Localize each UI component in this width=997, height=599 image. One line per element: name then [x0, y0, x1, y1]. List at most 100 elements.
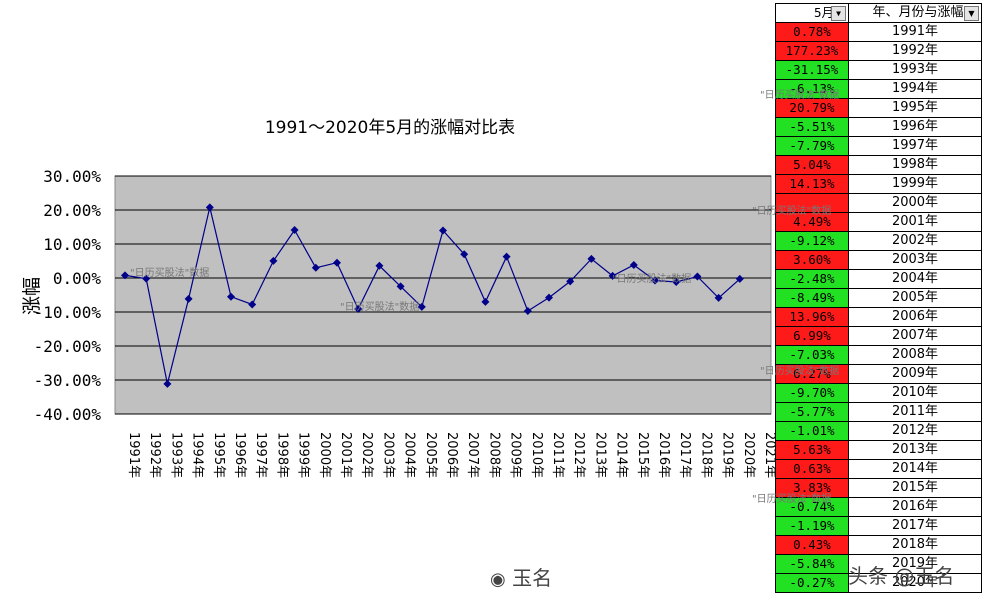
cell-value[interactable]: 0.63% [775, 459, 849, 479]
cell-value[interactable]: 14.13% [775, 174, 849, 194]
cell-value[interactable]: 5.63% [775, 440, 849, 460]
cell-year[interactable]: 2001年 [848, 212, 982, 232]
cell-year[interactable]: 2009年 [848, 364, 982, 384]
table-row: -1.19% 2017年 [775, 516, 982, 536]
column-header-month[interactable]: 5月 ▼ [775, 3, 849, 23]
x-tick-label: 2001年 [338, 432, 353, 478]
cell-year[interactable]: 2008年 [848, 345, 982, 365]
data-point [184, 294, 193, 303]
y-tick-label: -40.00% [34, 405, 102, 424]
cell-value[interactable] [775, 193, 849, 213]
cell-value[interactable]: 0.78% [775, 22, 849, 42]
cell-year[interactable]: 2013年 [848, 440, 982, 460]
data-point [735, 274, 744, 283]
cell-year[interactable]: 2007年 [848, 326, 982, 346]
cell-value[interactable]: 177.23% [775, 41, 849, 61]
cell-year[interactable]: 1993年 [848, 60, 982, 80]
x-tick-label: 2003年 [380, 432, 395, 478]
cell-year[interactable]: 1991年 [848, 22, 982, 42]
cell-value[interactable]: 13.96% [775, 307, 849, 327]
data-point [439, 226, 447, 235]
cell-value[interactable]: -1.01% [775, 421, 849, 441]
cell-year[interactable]: 2012年 [848, 421, 982, 441]
data-point [142, 274, 151, 283]
cell-value[interactable]: 0.43% [775, 535, 849, 555]
cell-value[interactable]: 3.60% [775, 250, 849, 270]
dropdown-arrow-icon[interactable]: ▼ [964, 6, 979, 21]
cell-value[interactable]: 6.99% [775, 326, 849, 346]
data-point [333, 258, 341, 267]
cell-year[interactable]: 1999年 [848, 174, 982, 194]
x-tick-label: 1992年 [147, 432, 162, 478]
cell-year[interactable]: 1992年 [848, 41, 982, 61]
y-tick-label: 30.00% [43, 167, 101, 186]
data-point [311, 263, 320, 272]
x-tick-label: 2009年 [508, 432, 523, 478]
data-point [248, 300, 257, 309]
column-header-year[interactable]: 年、月份与涨幅 ▼ [848, 3, 982, 23]
cell-value[interactable]: -31.15% [775, 60, 849, 80]
cell-value[interactable]: -8.49% [775, 288, 849, 308]
cell-year[interactable]: 1997年 [848, 136, 982, 156]
cell-year[interactable]: 2016年 [848, 497, 982, 517]
cell-year[interactable]: 2015年 [848, 478, 982, 498]
cell-value[interactable]: -5.77% [775, 402, 849, 422]
cell-year[interactable]: 1998年 [848, 155, 982, 175]
cell-year[interactable]: 2010年 [848, 383, 982, 403]
cell-year[interactable]: 2017年 [848, 516, 982, 536]
data-point [205, 203, 214, 212]
cell-value[interactable]: -0.27% [775, 573, 849, 593]
data-point [651, 276, 659, 285]
dropdown-arrow-icon[interactable]: ▼ [831, 6, 846, 21]
cell-year[interactable]: 2020年 [848, 573, 982, 593]
series-line [124, 207, 741, 385]
x-tick-label: 2006年 [444, 432, 459, 478]
table-row: -9.70% 2010年 [775, 383, 982, 403]
cell-value[interactable]: -7.79% [775, 136, 849, 156]
data-point [354, 305, 363, 314]
cell-value[interactable]: 5.04% [775, 155, 849, 175]
cell-year[interactable]: 1994年 [848, 79, 982, 99]
cell-year[interactable]: 2002年 [848, 231, 982, 251]
y-tick-label: -10.00% [34, 303, 102, 322]
data-point [417, 302, 426, 311]
x-tick-label: 2008年 [486, 432, 501, 478]
cell-year[interactable]: 1995年 [848, 98, 982, 118]
watermark-table-4: "日历买股法"数据 [752, 494, 832, 505]
cell-value[interactable]: 6.27% [775, 364, 849, 384]
chart-title: 1991～2020年5月的涨幅对比表 [265, 118, 515, 138]
cell-year[interactable]: 2018年 [848, 535, 982, 555]
table-row: -31.15% 1993年 [775, 60, 982, 80]
cell-value[interactable]: -1.19% [775, 516, 849, 536]
y-tick-label: -20.00% [34, 337, 102, 356]
cell-value[interactable]: -6.13% [775, 79, 849, 99]
cell-year[interactable]: 1996年 [848, 117, 982, 137]
table-row: 177.23% 1992年 [775, 41, 982, 61]
x-tick-label: 1994年 [190, 432, 205, 478]
cell-year[interactable]: 2011年 [848, 402, 982, 422]
cell-year[interactable]: 2005年 [848, 288, 982, 308]
cell-value[interactable]: -2.48% [775, 269, 849, 289]
cell-year[interactable]: 2003年 [848, 250, 982, 270]
table-row: 5.04% 1998年 [775, 155, 982, 175]
cell-year[interactable]: 2004年 [848, 269, 982, 289]
x-tick-label: 2014年 [614, 432, 629, 478]
cell-year[interactable]: 2014年 [848, 459, 982, 479]
table-row: -0.74% 2016年 [775, 497, 982, 517]
cell-value[interactable]: 20.79% [775, 98, 849, 118]
cell-value[interactable]: -5.51% [775, 117, 849, 137]
cell-year[interactable]: 2006年 [848, 307, 982, 327]
x-tick-label: 2010年 [529, 432, 544, 478]
x-tick-label: 2015年 [635, 432, 650, 478]
line-chart: 1991～2020年5月的涨幅对比表 30.00% 20.00% 10.00% 0.0… [21, 118, 775, 478]
cell-value[interactable]: -9.12% [775, 231, 849, 251]
table-row: 0.78% 1991年 [775, 22, 982, 42]
table-row: 5.63% 2013年 [775, 440, 982, 460]
table-row: -0.27% 2020年 [775, 573, 982, 593]
x-axis: 1991年 1992年 1993年 1994年 1995年 1996年 1997年 1998年… [126, 432, 775, 478]
cell-value[interactable]: -9.70% [775, 383, 849, 403]
x-tick-label: 2005年 [423, 432, 438, 478]
cell-value[interactable]: -5.84% [775, 554, 849, 574]
cell-year[interactable]: 2000年 [848, 193, 982, 213]
cell-value[interactable]: 4.49% [775, 212, 849, 232]
